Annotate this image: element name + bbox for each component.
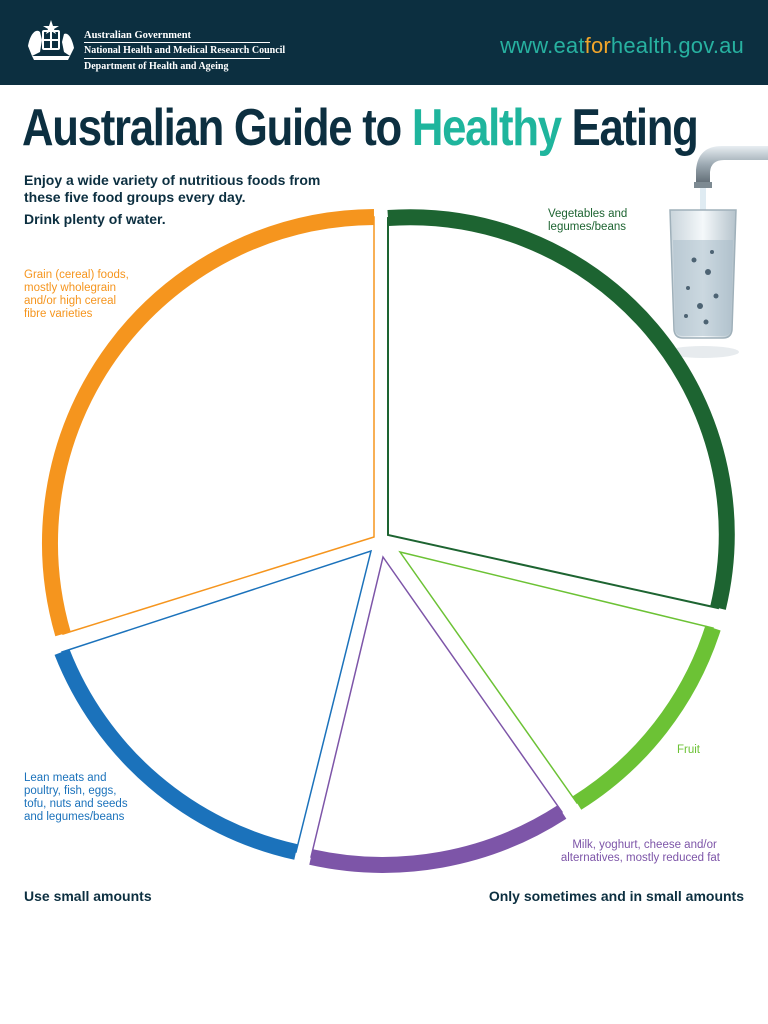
fruit-segment-outline [398,550,714,805]
page-title: Australian Guide to Healthy Eating [22,98,699,158]
department-name: Department of Health and Ageing [84,61,229,72]
url-suffix: health.gov.au [610,33,744,58]
water-tap-glass-icon [667,146,768,358]
water-advice: Drink plenty of water. [24,211,166,227]
vegetables-label: Vegetables and legumes/beans [548,208,631,233]
header-divider [84,42,270,43]
dairy-segment-rim [309,805,567,873]
council-name: National Health and Medical Research Cou… [84,45,286,56]
header-divider [84,58,270,59]
vegetables-segment-rim [387,209,735,610]
site-url-link[interactable]: www.eatforhealth.gov.au [500,33,744,59]
url-highlight: for [584,33,611,58]
title-part-2: Eating [560,99,699,157]
protein-label: Lean meats and poultry, fish, eggs, tofu… [24,772,131,823]
only-sometimes-note: Only sometimes and in small amounts [488,888,744,904]
government-name: Australian Government [84,30,192,41]
use-small-amounts-note: Use small amounts [24,888,152,904]
coat-of-arms-icon [28,20,74,60]
grain-segment-rim [42,209,375,637]
protein-segment-rim [54,649,298,860]
dairy-label: Milk, yoghurt, cheese and/or alternative… [561,839,721,864]
url-prefix: www.eat [500,33,585,58]
fruit-segment-rim [572,625,721,810]
vegetables-segment-outline [387,216,728,610]
title-part-1: Australian Guide to [22,99,412,157]
fruit-label: Fruit [677,744,701,756]
grain-label: Grain (cereal) foods, mostly wholegrain … [24,269,132,320]
site-header: Australian Government National Health an… [0,0,768,85]
intro-text: Enjoy a wide variety of nutritious foods… [24,172,321,205]
title-highlight: Healthy [411,99,562,157]
